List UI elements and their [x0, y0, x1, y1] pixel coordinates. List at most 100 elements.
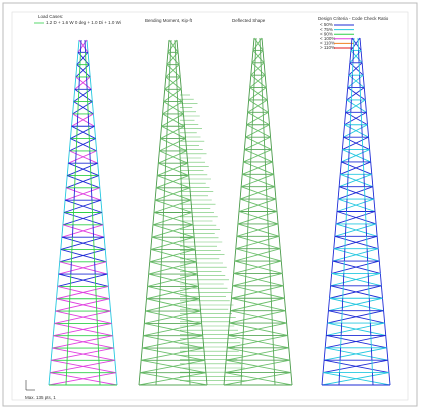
member — [143, 311, 146, 324]
member — [52, 335, 113, 349]
member — [241, 347, 244, 361]
member — [284, 298, 287, 311]
member — [260, 62, 263, 76]
member — [74, 88, 93, 102]
member — [247, 211, 249, 224]
member — [271, 149, 274, 162]
member — [165, 138, 168, 151]
member — [271, 323, 274, 336]
member — [89, 163, 92, 176]
member — [342, 285, 344, 299]
member — [369, 310, 371, 324]
member — [245, 261, 247, 274]
member — [76, 52, 79, 65]
member — [92, 212, 94, 225]
member — [370, 161, 373, 175]
member — [347, 87, 366, 101]
member — [153, 199, 192, 213]
member — [113, 347, 116, 361]
member — [71, 125, 96, 139]
member — [243, 310, 245, 324]
member — [190, 200, 193, 213]
member — [146, 285, 199, 300]
member — [285, 310, 288, 324]
member — [162, 113, 185, 127]
member — [249, 74, 266, 88]
member — [369, 149, 372, 162]
member — [106, 274, 109, 287]
member — [263, 62, 266, 76]
member — [371, 174, 374, 187]
member — [361, 124, 363, 138]
member — [71, 113, 74, 127]
member — [164, 88, 183, 102]
member — [104, 249, 107, 262]
member — [347, 75, 350, 88]
member — [360, 50, 363, 63]
member — [262, 112, 265, 125]
member — [100, 200, 103, 213]
member — [264, 149, 266, 162]
member — [88, 126, 90, 139]
member — [364, 199, 366, 212]
member — [147, 273, 198, 287]
member — [185, 286, 187, 299]
member — [155, 175, 189, 189]
member — [346, 186, 349, 200]
member — [159, 286, 161, 299]
member — [329, 285, 382, 299]
member — [334, 223, 377, 237]
member — [341, 310, 343, 324]
member — [61, 224, 104, 238]
member — [335, 211, 338, 224]
member — [281, 273, 284, 286]
member — [170, 39, 172, 53]
member — [371, 360, 373, 373]
member — [161, 125, 186, 139]
member — [348, 74, 365, 88]
member — [240, 173, 274, 188]
member — [191, 212, 194, 225]
member — [259, 37, 261, 51]
member — [321, 372, 324, 386]
member — [157, 323, 160, 336]
member — [270, 285, 272, 299]
member — [49, 360, 52, 373]
member — [109, 298, 112, 312]
member — [57, 274, 60, 287]
axis-triad — [25, 380, 35, 391]
member — [69, 274, 72, 287]
member — [200, 311, 203, 324]
member — [349, 112, 352, 125]
member — [252, 87, 255, 100]
member — [349, 62, 364, 76]
member — [360, 99, 362, 113]
member — [247, 99, 250, 113]
member — [58, 261, 61, 275]
member — [77, 101, 79, 114]
member — [185, 138, 188, 151]
member — [56, 286, 59, 299]
member — [88, 138, 91, 151]
member — [114, 360, 117, 373]
member — [164, 76, 181, 90]
member — [156, 360, 158, 373]
member — [69, 286, 71, 299]
member — [79, 52, 81, 65]
member — [362, 75, 365, 88]
member — [204, 360, 207, 373]
member — [146, 286, 149, 299]
member — [359, 37, 362, 51]
member — [95, 298, 98, 312]
member — [261, 87, 264, 100]
member — [269, 124, 272, 138]
tower — [138, 39, 208, 386]
member — [269, 273, 272, 286]
member — [353, 37, 355, 51]
member — [246, 223, 249, 237]
member — [59, 249, 62, 262]
member — [164, 76, 167, 90]
member — [227, 322, 230, 336]
member — [144, 298, 147, 312]
